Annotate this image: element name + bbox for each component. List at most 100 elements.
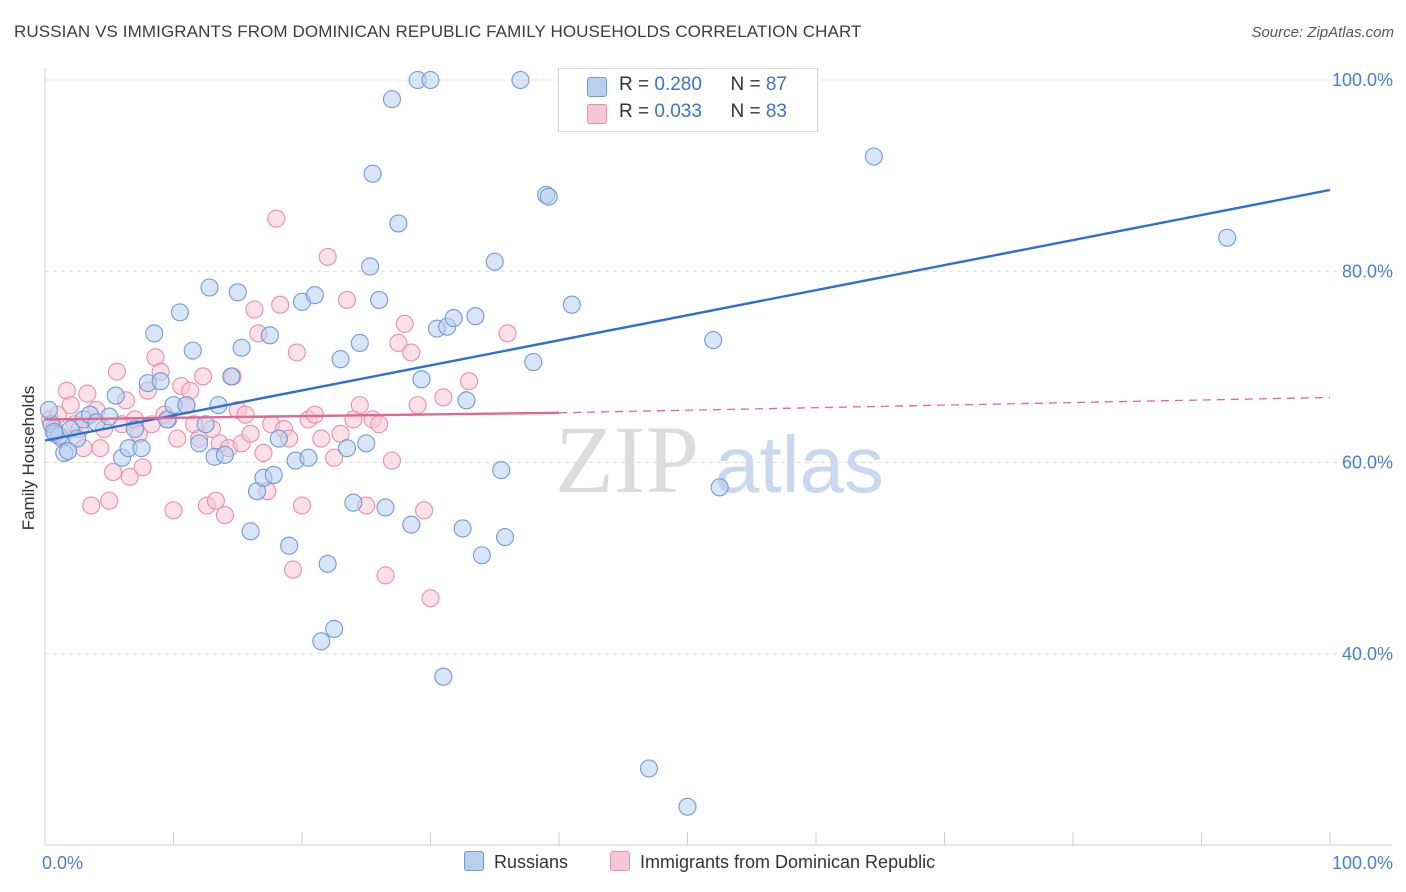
dominican-point [168, 429, 187, 448]
bottom-legend-dominican: Immigrants from Dominican Republic [610, 851, 935, 873]
russian-point [312, 632, 331, 651]
russian-point [337, 439, 357, 458]
russian-point [453, 519, 472, 538]
legend-r-label: R = [619, 74, 655, 95]
russian-point [106, 386, 125, 405]
russian-point [305, 286, 324, 305]
russian-point [59, 441, 78, 461]
russian-point [260, 326, 279, 345]
russian-point [363, 164, 382, 183]
russian-point [190, 434, 209, 453]
russian-point [1218, 228, 1237, 247]
dominican-point [254, 443, 273, 462]
y-tick-label: 80.0% [1342, 261, 1393, 281]
bottom-legend-swatch-blue [464, 851, 484, 871]
dominican-point [107, 362, 127, 381]
russian-point [562, 295, 581, 314]
dominican-point [421, 589, 440, 608]
dominican-point [382, 451, 402, 470]
dominican-point [120, 467, 139, 486]
russian-point [361, 257, 380, 276]
dominican-point [215, 506, 234, 525]
dominican-point [271, 295, 290, 314]
russian-point [539, 187, 558, 206]
label-layer: 40.0% 60.0% 80.0% 100.0% 0.0% 100.0% [42, 70, 1393, 873]
legend-swatch-pink [587, 104, 607, 124]
russian-point [318, 554, 337, 573]
russian-point [170, 303, 189, 322]
dominican-point [350, 396, 369, 415]
dominican-point [498, 324, 517, 343]
russian-point [704, 331, 723, 350]
bottom-legend-label-russians: Russians [494, 852, 569, 872]
dominican-point [245, 300, 264, 319]
russian-point [444, 309, 463, 328]
dominican-point [312, 429, 331, 448]
dominican-point [389, 333, 408, 353]
dominican-point [100, 491, 119, 510]
russian-point [264, 465, 283, 484]
russian-point [357, 434, 376, 453]
dominican-point [82, 496, 101, 515]
russian-point [39, 400, 58, 419]
russian-point [183, 341, 202, 360]
legend: R = 0.280 N = 87 R = 0.033 N = 83 [558, 68, 818, 132]
dominican-point [402, 343, 421, 362]
russian-point [232, 338, 251, 357]
dominican-point [376, 566, 395, 585]
dominican-point [78, 384, 97, 403]
grid-layer [45, 79, 1392, 655]
dominican-point [206, 491, 225, 510]
dominican-point [283, 560, 303, 579]
dominican-point [104, 463, 123, 482]
y-tick-label: 100.0% [1332, 70, 1393, 90]
dominican-point [434, 388, 453, 407]
russian-point [639, 759, 659, 778]
dominican-point [292, 496, 312, 515]
dominican-point [241, 424, 260, 443]
legend-n-label: N = [730, 101, 766, 122]
dominican-point [395, 314, 414, 333]
legend-r-label: R = [619, 101, 655, 122]
dominican-point [287, 343, 306, 362]
dominican-point [236, 405, 255, 424]
russian-point [678, 797, 697, 816]
russian-point [485, 252, 504, 271]
points-layer [39, 70, 1237, 816]
russian-trend-line [44, 188, 1331, 442]
russian-point [370, 290, 389, 309]
y-tick-label: 40.0% [1342, 644, 1393, 664]
legend-n-label: N = [730, 74, 766, 95]
russian-point [412, 370, 431, 389]
bottom-legend-label-dominican: Immigrants from Dominican Republic [640, 852, 936, 872]
dominican-point [61, 396, 80, 415]
dominican-point [91, 439, 110, 458]
dominican-point [408, 396, 427, 415]
source-label: Source: ZipAtlas.com [1251, 24, 1394, 41]
russian-point [466, 307, 485, 326]
dominican-point [164, 501, 183, 520]
russian-point [382, 90, 402, 109]
bottom-legend-russians: Russians [464, 851, 568, 873]
russian-point [402, 515, 421, 534]
russian-point [215, 445, 234, 464]
dominican-trend-line-solid [44, 411, 560, 421]
russian-point [457, 391, 476, 410]
y-axis-label: Family Households [19, 386, 38, 531]
dominican-point [370, 415, 389, 434]
legend-n-value: 83 [765, 101, 787, 122]
dominican-point [318, 247, 337, 266]
russian-point [511, 70, 530, 90]
legend-stats-dominican: R = 0.033 N = 83 [619, 101, 787, 123]
russian-point [524, 353, 543, 372]
russian-point [222, 367, 241, 386]
russian-point [864, 147, 883, 166]
trend-layer [44, 188, 1331, 442]
dominican-point [267, 209, 286, 228]
axis-layer [44, 68, 1392, 846]
russian-point [389, 214, 408, 233]
russian-point [200, 278, 219, 297]
russian-point [44, 422, 64, 441]
russian-point [495, 528, 515, 547]
watermark-zip: ZIP [555, 406, 699, 513]
